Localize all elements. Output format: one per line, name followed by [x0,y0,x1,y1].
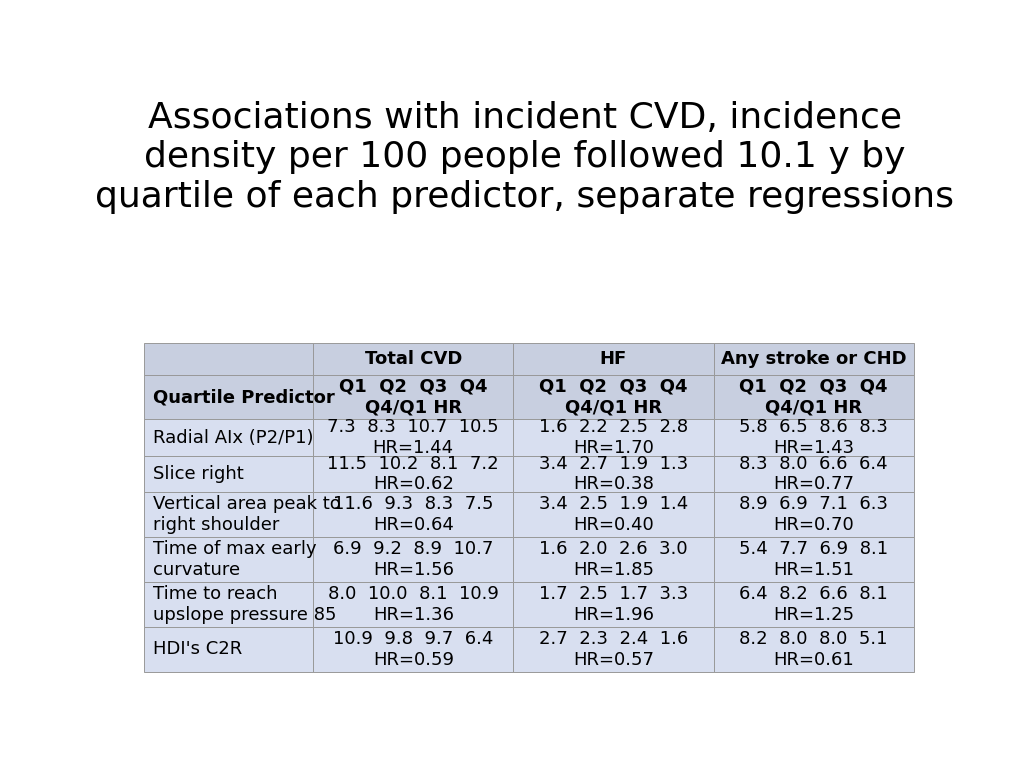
Text: 8.2  8.0  8.0  5.1
HR=0.61: 8.2 8.0 8.0 5.1 HR=0.61 [739,630,888,669]
Text: Quartile Predictor: Quartile Predictor [154,388,335,406]
Text: 1.6  2.2  2.5  2.8
HR=1.70: 1.6 2.2 2.5 2.8 HR=1.70 [539,419,688,457]
Text: 2.7  2.3  2.4  1.6
HR=0.57: 2.7 2.3 2.4 1.6 HR=0.57 [539,630,688,669]
Text: Q1  Q2  Q3  Q4
Q4/Q1 HR: Q1 Q2 Q3 Q4 Q4/Q1 HR [739,378,888,416]
Bar [313,455,513,492]
Text: Radial AIx (P2/P1): Radial AIx (P2/P1) [154,429,314,447]
Text: 8.3  8.0  6.6  6.4
HR=0.77: 8.3 8.0 6.6 6.4 HR=0.77 [739,455,888,493]
Bar [143,582,313,627]
Text: 11.6  9.3  8.3  7.5
HR=0.64: 11.6 9.3 8.3 7.5 HR=0.64 [333,495,494,534]
Bar [143,455,313,492]
Bar [313,627,513,672]
Bar [513,582,714,627]
Bar [313,582,513,627]
Bar [513,343,714,375]
Bar [714,537,913,582]
Text: Slice right: Slice right [154,465,244,483]
Bar [714,455,913,492]
Bar [143,627,313,672]
Bar [143,375,313,419]
Bar [714,582,913,627]
Bar [143,343,313,375]
Bar [313,375,513,419]
Bar [714,627,913,672]
Bar [143,492,313,537]
Bar [513,627,714,672]
Bar [513,375,714,419]
Bar [143,419,313,455]
Bar [714,375,913,419]
Text: Vertical area peak to
right shoulder: Vertical area peak to right shoulder [154,495,341,534]
Bar [513,492,714,537]
Bar [313,537,513,582]
Text: Q1  Q2  Q3  Q4
Q4/Q1 HR: Q1 Q2 Q3 Q4 Q4/Q1 HR [339,378,487,416]
Text: Time to reach
upslope pressure 85: Time to reach upslope pressure 85 [154,585,337,624]
Text: 3.4  2.5  1.9  1.4
HR=0.40: 3.4 2.5 1.9 1.4 HR=0.40 [539,495,688,534]
Text: 5.4  7.7  6.9  8.1
HR=1.51: 5.4 7.7 6.9 8.1 HR=1.51 [739,540,888,579]
Bar [714,492,913,537]
Text: Q1  Q2  Q3  Q4
Q4/Q1 HR: Q1 Q2 Q3 Q4 Q4/Q1 HR [540,378,688,416]
Bar [714,419,913,455]
Bar [313,419,513,455]
Text: 1.6  2.0  2.6  3.0
HR=1.85: 1.6 2.0 2.6 3.0 HR=1.85 [539,540,688,579]
Bar [143,537,313,582]
Text: 1.7  2.5  1.7  3.3
HR=1.96: 1.7 2.5 1.7 3.3 HR=1.96 [539,585,688,624]
Text: Time of max early
curvature: Time of max early curvature [154,540,317,579]
Text: 10.9  9.8  9.7  6.4
HR=0.59: 10.9 9.8 9.7 6.4 HR=0.59 [333,630,494,669]
Text: Any stroke or CHD: Any stroke or CHD [721,350,906,368]
Bar [513,419,714,455]
Bar [714,343,913,375]
Text: 6.9  9.2  8.9  10.7
HR=1.56: 6.9 9.2 8.9 10.7 HR=1.56 [333,540,494,579]
Text: 5.8  6.5  8.6  8.3
HR=1.43: 5.8 6.5 8.6 8.3 HR=1.43 [739,419,888,457]
Text: 3.4  2.7  1.9  1.3
HR=0.38: 3.4 2.7 1.9 1.3 HR=0.38 [539,455,688,493]
Bar [313,492,513,537]
Bar [313,343,513,375]
Text: Total CVD: Total CVD [365,350,462,368]
Bar [513,455,714,492]
Text: 8.9  6.9  7.1  6.3
HR=0.70: 8.9 6.9 7.1 6.3 HR=0.70 [739,495,888,534]
Text: 6.4  8.2  6.6  8.1
HR=1.25: 6.4 8.2 6.6 8.1 HR=1.25 [739,585,888,624]
Text: Associations with incident CVD, incidence
density per 100 people followed 10.1 y: Associations with incident CVD, incidenc… [95,101,954,214]
Text: 11.5  10.2  8.1  7.2
HR=0.62: 11.5 10.2 8.1 7.2 HR=0.62 [328,455,499,493]
Text: HF: HF [600,350,627,368]
Text: HDI's C2R: HDI's C2R [154,641,243,658]
Text: 7.3  8.3  10.7  10.5
HR=1.44: 7.3 8.3 10.7 10.5 HR=1.44 [328,419,499,457]
Text: 8.0  10.0  8.1  10.9
HR=1.36: 8.0 10.0 8.1 10.9 HR=1.36 [328,585,499,624]
Bar [513,537,714,582]
